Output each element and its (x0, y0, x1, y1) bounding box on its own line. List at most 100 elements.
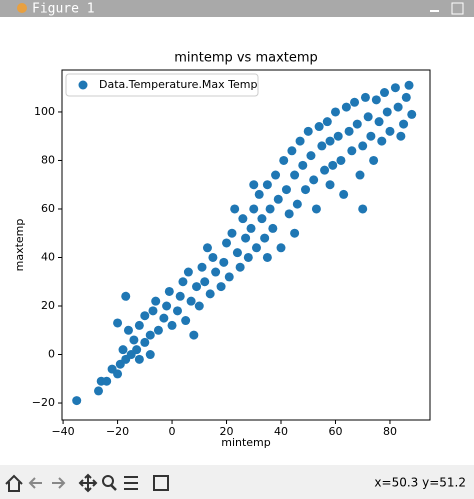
home-button[interactable] (5, 474, 23, 492)
scatter-point (145, 350, 155, 360)
scatter-point (181, 316, 191, 326)
x-tick-label: −20 (106, 425, 129, 438)
scatter-point (317, 141, 327, 151)
x-tick-label: 0 (169, 425, 176, 438)
scatter-point (257, 214, 267, 224)
scatter-point (216, 282, 226, 292)
scatter-point (292, 199, 302, 209)
y-tick-label: 100 (34, 105, 55, 118)
scatter-point (377, 136, 387, 146)
y-axis-label: maxtemp (13, 219, 26, 272)
scatter-point (102, 376, 112, 386)
scatter-point (355, 170, 365, 180)
x-tick-label: 80 (383, 425, 397, 438)
pan-button[interactable] (78, 473, 98, 493)
x-tick-label: −40 (51, 425, 74, 438)
scatter-point (162, 301, 172, 311)
legend (65, 73, 259, 97)
scatter-point (281, 185, 291, 195)
scatter-point (94, 386, 104, 396)
scatter-point (159, 313, 169, 323)
toolbar (0, 465, 474, 499)
scatter-point (222, 238, 232, 248)
configure-button[interactable] (124, 476, 138, 490)
status-text: x=50.3 y=51.2 (374, 476, 466, 490)
app-icon (17, 3, 27, 13)
scatter-point (172, 306, 182, 316)
forward-button[interactable] (52, 477, 66, 489)
maximize-button[interactable] (451, 2, 464, 15)
scatter-point (311, 204, 321, 214)
scatter-point (186, 296, 196, 306)
save-button[interactable] (153, 475, 169, 491)
scatter-point (290, 228, 300, 238)
scatter-point (202, 243, 212, 253)
scatter-point (189, 330, 199, 340)
scatter-point (336, 155, 346, 165)
scatter-point (404, 80, 414, 90)
scatter-point (363, 112, 373, 122)
scatter-point (295, 136, 305, 146)
scatter-point (396, 131, 406, 141)
scatter-point (260, 233, 270, 243)
scatter-point (358, 141, 368, 151)
scatter-point (200, 277, 210, 287)
scatter-point (153, 325, 163, 335)
scatter-point (358, 204, 368, 214)
scatter-point (322, 117, 332, 127)
scatter-point (382, 107, 392, 117)
x-tick-label: 20 (220, 425, 234, 438)
plot-area (72, 80, 417, 406)
scatter-point (194, 301, 204, 311)
zoom-button[interactable] (102, 475, 114, 487)
scatter-point (134, 320, 144, 330)
scatter-point (205, 289, 215, 299)
scatter-point (380, 88, 390, 98)
scatter-point (371, 95, 381, 105)
scatter-point (284, 209, 294, 219)
scatter-point (178, 277, 188, 287)
scatter-point (390, 83, 400, 93)
scatter-point (325, 136, 335, 146)
x-tick-label: 40 (274, 425, 288, 438)
back-button[interactable] (28, 477, 42, 489)
scatter-point (230, 204, 240, 214)
minimize-button[interactable] (430, 10, 439, 12)
scatter-point (129, 335, 139, 345)
scatter-point (407, 109, 417, 119)
scatter-point (265, 204, 275, 214)
scatter-point (72, 396, 82, 406)
scatter-point (151, 296, 161, 306)
scatter-point (121, 291, 131, 301)
scatter-point (197, 262, 207, 272)
window-title: Figure 1 (32, 2, 95, 17)
y-tick-label: 80 (41, 153, 55, 166)
scatter-point (298, 160, 308, 170)
scatter-point (309, 175, 319, 185)
scatter-point (113, 369, 123, 379)
x-axis-label: mintemp (221, 436, 271, 449)
scatter-point (254, 189, 264, 199)
scatter-point (352, 119, 362, 129)
scatter-point (290, 170, 300, 180)
scatter-point (192, 282, 202, 292)
y-tick-label: 40 (41, 250, 55, 263)
scatter-point (232, 248, 242, 258)
scatter-point (273, 194, 283, 204)
scatter-point (399, 119, 409, 129)
y-tick-label: 20 (41, 299, 55, 312)
axes-frame (61, 69, 431, 421)
scatter-point (369, 155, 379, 165)
scatter-point (243, 252, 253, 262)
scatter-point (401, 92, 411, 102)
scatter-point (208, 252, 218, 262)
y-tick-label: 0 (48, 348, 55, 361)
scatter-point (249, 204, 259, 214)
scatter-point (262, 180, 272, 190)
scatter-point (276, 243, 286, 253)
scatter-point (118, 345, 128, 355)
scatter-point (140, 311, 150, 321)
scatter-point (339, 189, 349, 199)
scatter-point (132, 345, 142, 355)
scatter-point (301, 185, 311, 195)
